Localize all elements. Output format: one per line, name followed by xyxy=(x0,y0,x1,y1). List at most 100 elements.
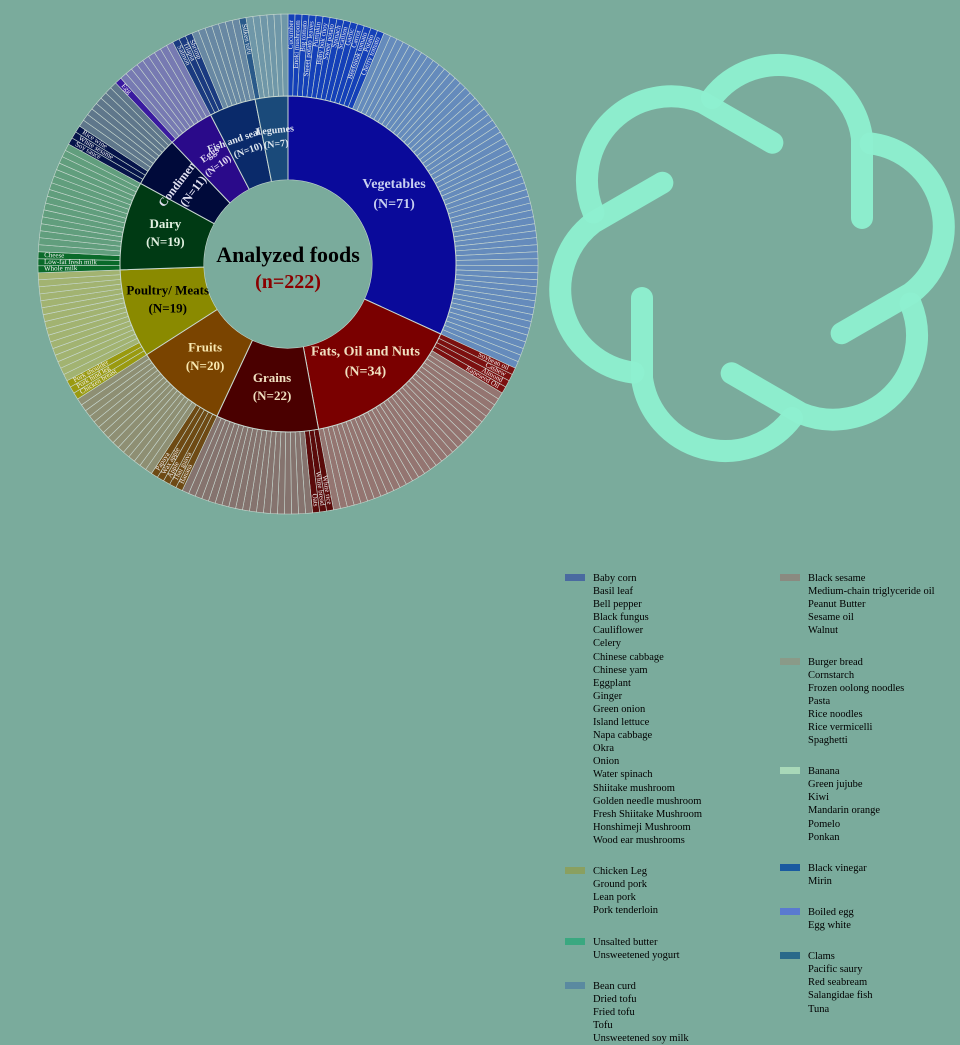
legend-item: Pork tenderloin xyxy=(593,905,659,917)
legend-item: Clams xyxy=(808,951,835,963)
logo-petal xyxy=(830,132,955,345)
category-name: Dairy xyxy=(149,216,181,231)
item-label: Cucumber xyxy=(287,19,295,49)
legend-item: Lean pork xyxy=(593,892,636,904)
category-label-poultry-meats: Poultry/ Meats (N=19) xyxy=(126,282,209,315)
legend-swatch xyxy=(565,574,585,581)
chart-canvas: Cucumber Enoki mushroom Big tomato Sweet po… xyxy=(37,13,955,1044)
logo-petal xyxy=(701,54,873,229)
chart-total: (n=222) xyxy=(255,271,321,293)
legend-item: Bean curd xyxy=(593,980,636,992)
legend-item: Mandarin orange xyxy=(808,805,881,817)
center-disc xyxy=(204,180,372,348)
legend-item: Green jujube xyxy=(808,779,863,791)
legend-items: Unsalted butter Unsweetened yogurt xyxy=(593,936,680,962)
legend-item: Black vinegar xyxy=(808,862,867,874)
legend-item: Spaghetti xyxy=(808,735,848,747)
logo-petal xyxy=(720,292,928,431)
legend-swatch xyxy=(780,908,800,915)
category-count: (N=22) xyxy=(253,388,291,403)
category-label-dairy: Dairy (N=19) xyxy=(146,216,184,249)
item-label: Pumpkin xyxy=(311,21,322,48)
legend-item: Honshimeji Mushroom xyxy=(593,821,691,833)
item-label: Oats xyxy=(310,493,319,507)
legend-item: Unsweetened soy milk xyxy=(593,1033,689,1045)
legend-item: Sesame oil xyxy=(808,612,854,624)
legend-item: Dried tofu xyxy=(593,993,637,1005)
category-count: (N=20) xyxy=(186,358,224,373)
category-label-vegetables: Vegetables (N=71) xyxy=(362,177,426,212)
legend-item: Black sesame xyxy=(808,573,866,584)
legend-item: Pacific saury xyxy=(808,964,863,976)
legend-item: Fried tofu xyxy=(593,1006,635,1018)
legend-item: Burger bread xyxy=(808,656,863,668)
legend-item: Black fungus xyxy=(593,612,649,624)
legend-item: Ponkan xyxy=(808,831,840,843)
legend-item: Onion xyxy=(593,756,620,768)
logo-petal xyxy=(549,171,674,384)
legend-item: Medium-chain triglyceride oil xyxy=(808,586,935,598)
legend-items: Clams Pacific saury Red seabream Salangidae… xyxy=(808,950,872,1015)
legend-item: Napa cabbage xyxy=(593,730,653,742)
legend-item: Bell pepper xyxy=(593,599,642,611)
category-count: (N=19) xyxy=(146,234,184,249)
legend-item: Kiwi xyxy=(808,792,829,804)
legend-item: Pomelo xyxy=(808,818,841,830)
legend-item: Chinese yam xyxy=(593,664,648,676)
legend-item: Pasta xyxy=(808,695,831,707)
category-name: Vegetables xyxy=(362,177,426,192)
category-name: Fruits xyxy=(188,340,222,355)
legend-item: Fresh Shiitake Mushroom xyxy=(593,808,703,820)
category-count: (N=71) xyxy=(373,197,415,212)
legend-swatch xyxy=(565,937,585,945)
category-count: (N=34) xyxy=(345,364,387,379)
legend-items: Chicken Leg Ground pork Lean pork Pork tend… xyxy=(593,865,658,917)
category-count: (N=7) xyxy=(263,138,289,151)
category-name: Grains xyxy=(253,370,291,385)
legend-item: Shiitake mushroom xyxy=(593,782,675,794)
legend-item: Eggplant xyxy=(593,677,631,689)
legend-item: Basil leaf xyxy=(593,586,633,598)
category-label-grains: Grains (N=22) xyxy=(253,370,291,403)
legend-items: Burger bread Cornstarch Frozen oolong nood… xyxy=(808,656,904,748)
category-name: Legumes xyxy=(255,123,294,138)
legend-swatch xyxy=(780,952,800,960)
category-label-fats-oil-and-nuts: Fats, Oil and Nuts (N=34) xyxy=(311,345,420,380)
legend-items: Baby corn Basil leaf Bell pepper Black fung… xyxy=(593,572,702,847)
legend-swatch xyxy=(565,867,585,875)
legend-swatch xyxy=(565,981,585,989)
item-label: Cheese xyxy=(44,251,64,260)
legend-item: Cornstarch xyxy=(808,669,855,681)
legend-item: Island lettuce xyxy=(593,717,650,729)
legend-item: Rice vermicelli xyxy=(808,721,873,733)
logo-watermark xyxy=(549,54,955,462)
legend-swatch xyxy=(780,863,800,871)
logo-stroke xyxy=(701,54,873,229)
legend-item: Walnut xyxy=(808,625,839,637)
category-label-legumes: Legumes(N=7) xyxy=(255,123,294,151)
legend-item: Green onion xyxy=(593,703,646,715)
logo-stroke xyxy=(720,292,928,431)
legend-items: Banana Green jujube Kiwi Mandarin orange Pom… xyxy=(808,765,880,844)
item-label: Big tomato xyxy=(299,20,309,52)
legend-swatch xyxy=(780,767,800,775)
legend-item: Mirin xyxy=(808,875,832,887)
legend-item: Water spinach xyxy=(593,769,653,781)
category-count: (N=19) xyxy=(149,301,187,316)
legend-item: Tuna xyxy=(808,1003,830,1015)
legend-swatch xyxy=(780,574,800,581)
legend-item: Salangidae fish xyxy=(808,990,873,1002)
legend-item: Unsalted butter xyxy=(593,936,658,948)
item-label: Low-fat fresh milk xyxy=(44,258,97,266)
legend-item: Ginger xyxy=(593,690,623,702)
legend-item: Peanut Butter xyxy=(808,599,866,611)
legend-items: Boiled egg Egg white xyxy=(808,906,854,932)
category-name: Fats, Oil and Nuts xyxy=(311,345,420,360)
legend-swatch xyxy=(780,657,800,665)
legend-item: Wood ear mushrooms xyxy=(593,834,685,846)
item-label: Enoki mushroom xyxy=(292,19,302,68)
legend-item: Egg white xyxy=(808,920,851,932)
logo-stroke xyxy=(631,287,803,462)
